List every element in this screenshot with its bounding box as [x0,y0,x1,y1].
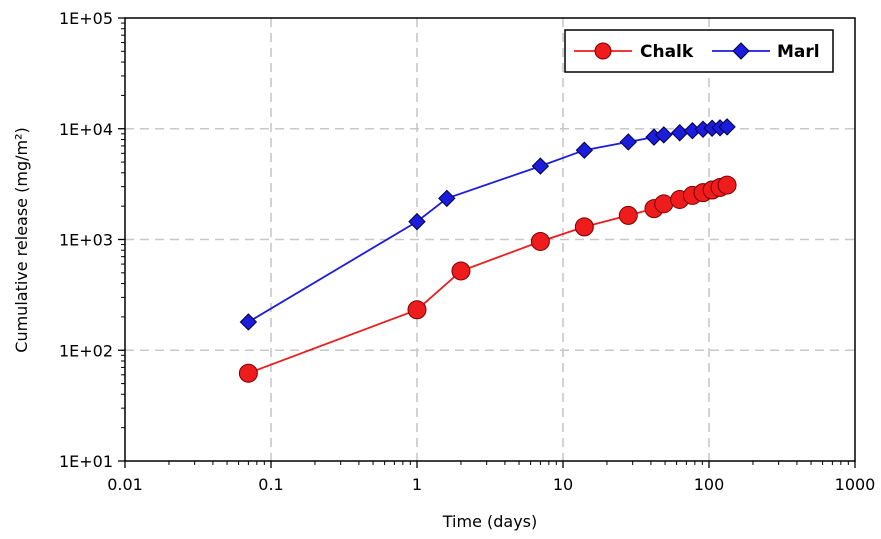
y-tick-label: 1E+02 [59,341,113,360]
data-point-marl [718,118,736,136]
series-line-marl [247,126,728,323]
data-point-chalk [574,217,594,237]
data-point-marl [575,141,594,159]
x-tick-label: 100 [694,475,725,494]
data-point-marl [619,133,637,151]
x-tick-label: 0.1 [258,475,283,494]
data-point-marl [655,126,673,144]
x-tick-label: 1000 [835,475,876,494]
y-tick-label: 1E+03 [59,231,113,250]
y-tick-label: 1E+01 [59,452,113,471]
data-point-chalk [407,300,427,320]
series-chalk [238,175,737,383]
data-point-chalk [717,175,737,195]
y-axis: 1E+01 1E+02 1E+03 1E+04 1E+05 [59,9,125,471]
legend-chalk-label: Chalk [640,42,694,62]
y-tick-label: 1E+05 [59,9,113,28]
x-axis: 0.01 0.1 1 10 100 1000 [107,461,875,494]
y-tick-label: 1E+04 [59,120,113,139]
legend-marl-label: Marl [777,42,820,62]
x-tick-label: 10 [553,475,573,494]
data-point-chalk [530,231,550,251]
grid-lines [125,18,855,461]
x-tick-label: 1 [412,475,422,494]
data-point-chalk [238,363,258,383]
data-point-chalk [451,261,471,281]
data-point-marl [670,124,689,142]
data-point-chalk [654,194,674,214]
series-layer [238,118,737,383]
x-axis-title: Time (days) [442,512,538,531]
data-point-marl [531,157,550,175]
data-point-marl [239,313,258,331]
data-point-chalk [618,205,638,225]
series-marl [239,118,736,331]
legend-chalk-marker [594,42,612,60]
legend: Chalk Marl [564,29,834,73]
x-tick-label: 0.01 [107,475,143,494]
y-axis-title: Cumulative release (mg/m²) [12,127,31,352]
data-point-marl [438,189,456,208]
legend-marl-marker [732,42,750,60]
data-point-marl [408,212,426,231]
